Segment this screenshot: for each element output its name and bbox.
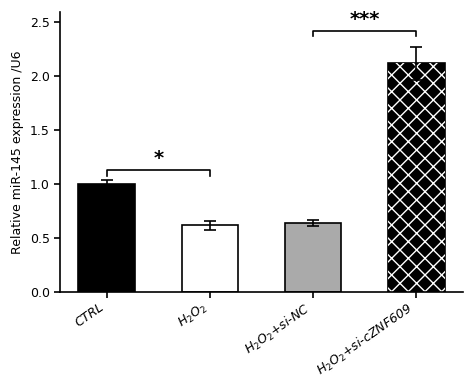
Y-axis label: Relative miR-145 expression /U6: Relative miR-145 expression /U6 [11,50,24,254]
Text: ***: *** [349,10,380,29]
Bar [388,64,445,292]
Bar [388,64,445,292]
Bar [182,225,238,292]
Bar [285,223,341,292]
Text: *: * [153,149,164,168]
Bar [78,184,135,292]
